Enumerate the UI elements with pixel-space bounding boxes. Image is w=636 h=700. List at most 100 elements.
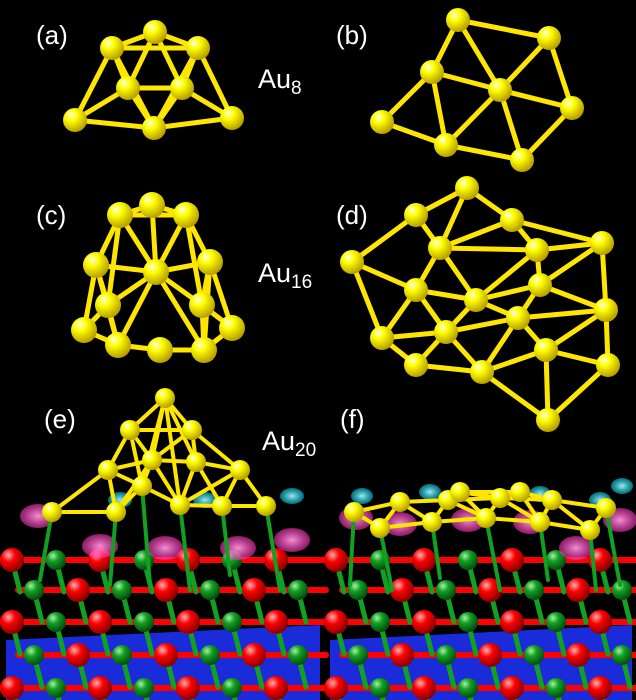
substrate-e-oxygen-atom [66,643,90,667]
au8-planar-atom [370,110,394,134]
au16-planar-bond [443,315,521,335]
au16-cage-bond [105,212,123,308]
formula-au16-element: Au [258,258,292,288]
charge-lobe-negative [351,488,373,504]
au16-planar-atom [404,353,428,377]
au16-planar-atom [594,298,618,322]
au8-planar-atom [434,133,458,157]
au8-planar-bond [455,17,503,93]
au16-cage-bond [153,269,207,353]
au8-planar-atom [537,26,561,50]
au20-f-anchor-bond [604,506,622,587]
au20-pyramid-atom [230,460,250,480]
substrate-e-oxygen-atom [154,643,178,667]
au16-cage-atom [71,317,97,343]
au16-planar-bond [515,307,609,321]
au20-f-anchor-bond [378,526,394,592]
au8-planar-atom [510,148,534,172]
substrate-e-oxygen-atom [88,610,112,634]
au20-flat-atom [530,512,550,532]
au8-cage-atom [186,36,210,60]
substrate-f-oxygen-atom [500,548,524,572]
substrate-f-oxygen-atom [588,676,612,700]
substrate-f-metal-atom [458,550,478,570]
substrate-e-metal-atom [134,678,154,698]
substrate-e-metal-atom [112,645,132,665]
substrate-e-oxygen-atom [176,610,200,634]
au8-cage-bond [195,45,235,121]
au16-planar-bond [545,362,611,423]
substrate-e-oxygen-atom [0,676,24,700]
panel-label-c: (c) [36,200,67,230]
au16-planar-atom [434,320,458,344]
au8-planar-bond [443,142,525,163]
au8-cage-atom [220,106,244,130]
substrate-f-metal-atom [546,678,566,698]
au20-e-anchor-bond [38,510,54,582]
au20-pyramid-bond [50,468,110,514]
substrate-f-metal-atom [436,645,456,665]
substrate-e-oxygen-atom [0,548,24,572]
au20-flat-atom [390,492,410,512]
substrate-f-metal-atom [524,580,544,600]
au16-planar-atom [536,408,560,432]
au20-pyramid-atom [256,496,276,516]
au20-flat-atom [450,482,470,502]
formula-au8-size: 8 [291,78,302,99]
substrate-e-oxygen-atom [0,610,24,634]
au8-planar-bond [429,69,449,148]
au16-cage-atom [189,292,215,318]
au16-planar-bond [437,245,540,253]
au20-pyramid-atom [106,502,126,522]
au20-flat-atom [596,498,616,518]
substrate-e-metal-atom [46,550,66,570]
au20-pyramid-bond [178,468,242,507]
au20-flat-atom [422,512,442,532]
au20-pyramid-atom [155,388,175,408]
au20-flat-atom [580,520,600,540]
au8-cage-atom [170,76,194,100]
substrate-f-metal-atom [458,612,478,632]
substrate-f-oxygen-atom [324,548,348,572]
charge-lobe-negative [280,488,304,504]
au16-cage-atom [147,337,173,363]
substrate-f-metal-atom [546,550,566,570]
substrate-f-oxygen-atom [412,548,436,572]
formula-au20: Au20 [262,426,316,462]
substrate-e-oxygen-atom [264,610,288,634]
au16-planar-bond [349,259,385,341]
au16-cage-atom [139,192,165,218]
substrate-f-oxygen-atom [500,676,524,700]
formula-au8-element: Au [258,64,292,94]
panel-label-b: (b) [336,20,368,50]
substrate-e-metal-atom [134,612,154,632]
au16-cage-atom [191,337,217,363]
au16-planar-bond [349,212,419,265]
au20-e-anchor-bond [108,510,118,587]
au16-planar-atom [596,353,620,377]
au8-cage-bond [72,117,157,131]
au8-cage-atom [63,108,87,132]
au16-planar-bond [509,217,605,246]
au20-flat-atom [344,502,364,522]
au8-cage-atom [116,76,140,100]
substrate-f-metal-atom [612,645,632,665]
au20-pyramid-atom [186,452,206,472]
au16-planar-atom [340,250,364,274]
au16-cage-atom [197,249,223,275]
au16-planar-atom [455,176,479,200]
substrate-f-metal-atom [370,678,390,698]
au16-planar-atom [404,278,428,302]
au20-pyramid-atom [132,476,152,496]
au8-planar-bond [497,87,525,163]
au20-flat-atom [370,518,390,538]
panel-label-d: (d) [336,200,368,230]
au16-cage-atom [107,202,133,228]
substrate-f-oxygen-atom [412,676,436,700]
au20-f-anchor-bond [484,516,502,592]
substrate-f-oxygen-atom [324,676,348,700]
substrate-e-oxygen-atom [66,578,90,602]
panel-label-f: (f) [340,404,365,434]
charge-lobe-negative [611,478,633,494]
